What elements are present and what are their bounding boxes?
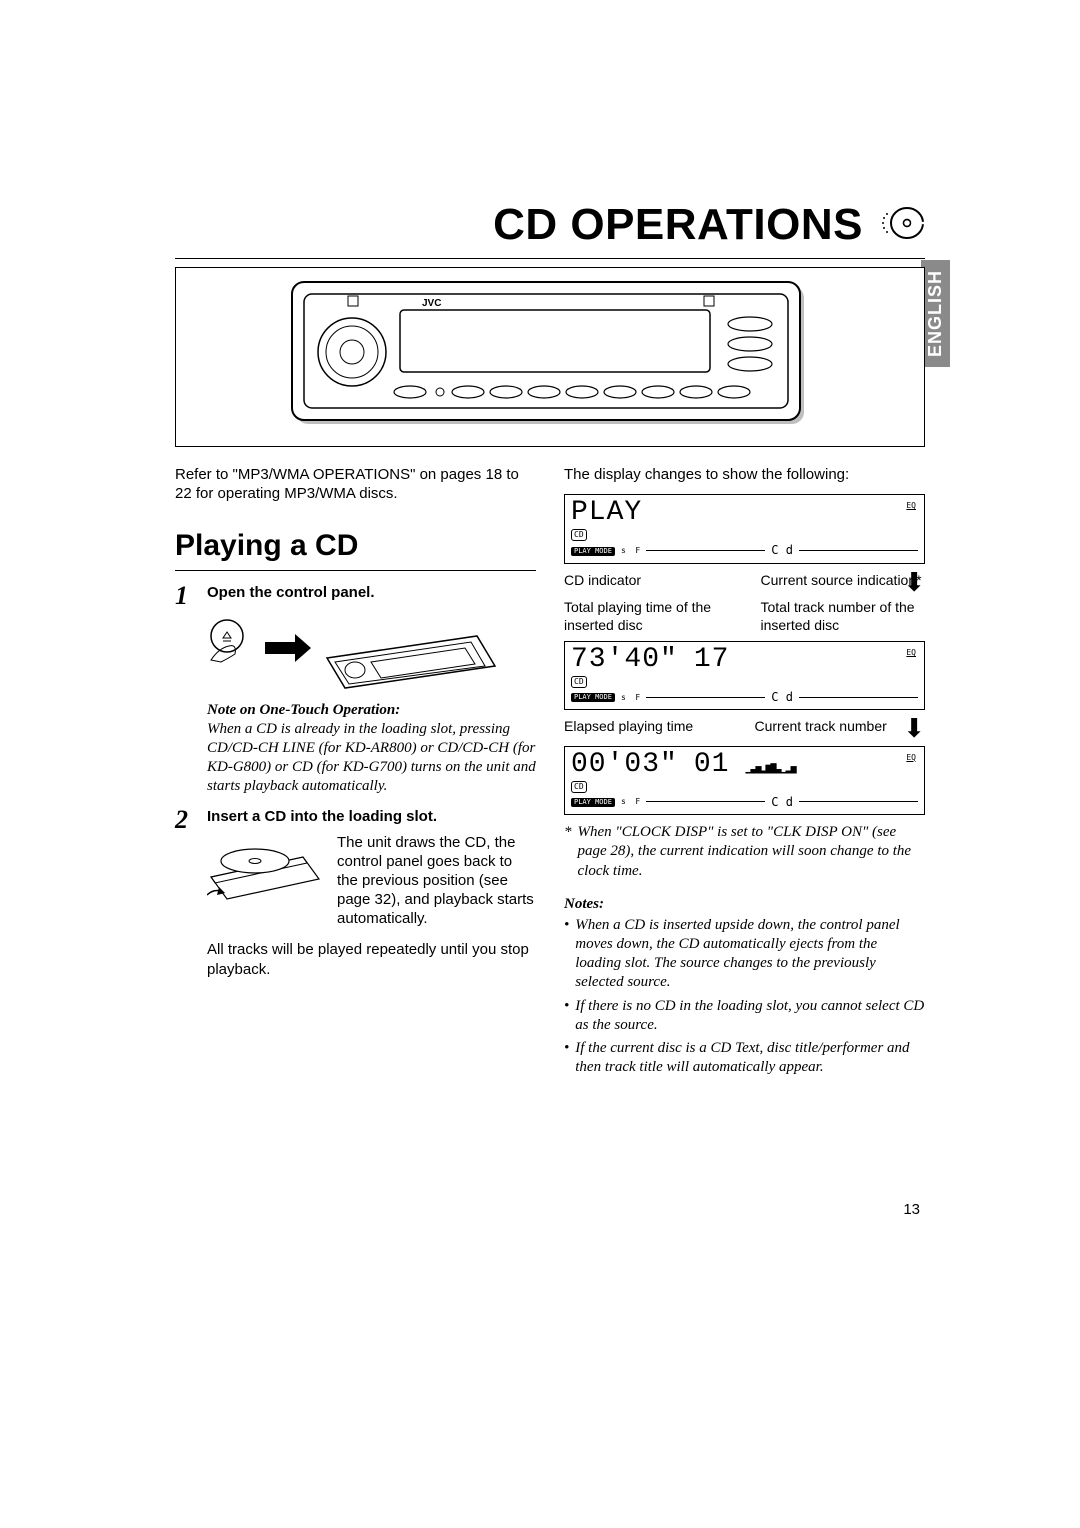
page-title: CD OPERATIONS	[493, 200, 863, 250]
source-indication: C d	[771, 795, 793, 810]
display-box-3: EQ 00'03" 01 ▁▃▅▂▆▇▃▁▂▅ CD PLAY MODE s F…	[564, 746, 925, 816]
display-main-text: PLAY	[571, 499, 918, 527]
page-number: 13	[903, 1201, 920, 1218]
play-mode-badge: PLAY MODE	[571, 547, 615, 556]
cd-icon	[877, 206, 925, 245]
footnote: * When "CLOCK DISP" is set to "CLK DISP …	[564, 823, 925, 881]
callout-cd-indicator: CD indicator	[564, 572, 729, 590]
callout-total-time: Total playing time of the inserted disc	[564, 599, 729, 635]
insert-cd-illustration	[207, 833, 327, 929]
notes-list: When a CD is inserted upside down, the c…	[564, 916, 925, 1078]
eq-label: EQ	[906, 753, 916, 763]
step-heading: Open the control panel.	[207, 583, 536, 602]
display-track: 17	[694, 646, 730, 674]
title-row: CD OPERATIONS	[175, 200, 925, 250]
step-number: 1	[175, 583, 197, 796]
brand-label: JVC	[422, 298, 441, 309]
footnote-mark: *	[564, 823, 572, 881]
note-body: When a CD is already in the loading slot…	[207, 720, 536, 795]
source-indication: C d	[771, 543, 793, 558]
right-column: The display changes to show the followin…	[564, 465, 925, 1081]
display-box-1: EQ PLAY CD PLAY MODE s F C d	[564, 494, 925, 564]
section-rule	[175, 570, 536, 571]
footnote-text: When "CLOCK DISP" is set to "CLK DISP ON…	[578, 823, 926, 881]
intro-text: Refer to "MP3/WMA OPERATIONS" on pages 1…	[175, 465, 536, 503]
callout-source: Current source indication*	[761, 572, 926, 590]
hero-illustration-box: JVC	[175, 267, 925, 447]
note-heading: Note on One-Touch Operation:	[207, 701, 536, 720]
callout-elapsed: Elapsed playing time	[564, 718, 735, 736]
step-heading: Insert a CD into the loading slot.	[207, 807, 536, 826]
display-box-2: EQ 73'40" 17 CD PLAY MODE s F C d	[564, 641, 925, 711]
section-title: Playing a CD	[175, 527, 536, 565]
display-track: 01	[694, 751, 730, 779]
play-mode-badge: PLAY MODE	[571, 798, 615, 807]
open-panel-illustration	[207, 612, 507, 690]
notes-heading: Notes:	[564, 895, 925, 914]
source-indication: C d	[771, 690, 793, 705]
display-time: 73'40"	[571, 646, 678, 674]
cd-badge: CD	[571, 781, 587, 793]
eq-label: EQ	[906, 648, 916, 658]
step-1: 1 Open the control panel.	[175, 583, 536, 796]
language-tab: ENGLISH	[921, 260, 950, 367]
display-time: 00'03"	[571, 751, 678, 779]
play-mode-badge: PLAY MODE	[571, 693, 615, 702]
step-number: 2	[175, 807, 197, 928]
right-intro: The display changes to show the followin…	[564, 465, 925, 484]
title-rule	[175, 258, 925, 259]
left-column: Refer to "MP3/WMA OPERATIONS" on pages 1…	[175, 465, 536, 1081]
content-columns: Refer to "MP3/WMA OPERATIONS" on pages 1…	[175, 465, 925, 1081]
list-item: If there is no CD in the loading slot, y…	[564, 997, 925, 1035]
cd-badge: CD	[571, 529, 587, 541]
bars-icon: ▁▃▅▂▆▇▃▁▂▅	[745, 763, 795, 776]
cd-badge: CD	[571, 676, 587, 688]
list-item: When a CD is inserted upside down, the c…	[564, 916, 925, 993]
callouts-2: Total playing time of the inserted disc …	[564, 599, 925, 635]
step2-body: The unit draws the CD, the control panel…	[337, 833, 536, 929]
step2-after: All tracks will be played repeatedly unt…	[207, 940, 536, 978]
list-item: If the current disc is a CD Text, disc t…	[564, 1039, 925, 1077]
callout-total-tracks: Total track number of the inserted disc	[761, 599, 926, 635]
eq-label: EQ	[906, 501, 916, 511]
callout-current-track: Current track number	[755, 718, 926, 736]
car-stereo-illustration: JVC	[290, 280, 810, 430]
step-2: 2 Insert a CD into the loading slot.	[175, 807, 536, 928]
